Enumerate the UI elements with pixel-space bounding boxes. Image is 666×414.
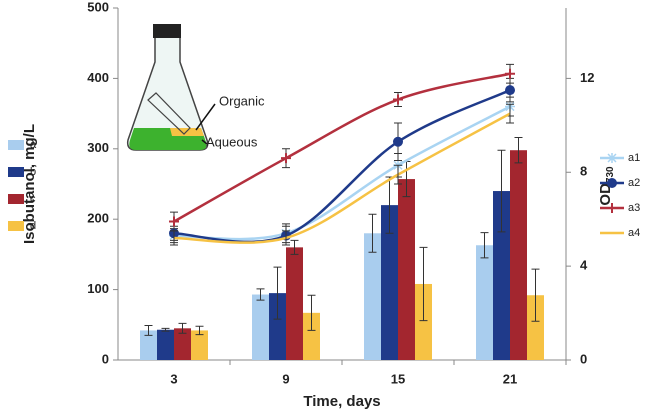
bar — [415, 283, 432, 360]
error-bar — [290, 239, 299, 255]
flask — [126, 24, 216, 151]
error-bar — [195, 325, 204, 336]
x-tick-label: 21 — [503, 371, 517, 386]
error-bar — [144, 325, 153, 336]
bar — [364, 233, 381, 360]
legend-swatch — [8, 221, 24, 231]
annotation: Organic — [219, 93, 265, 108]
bar — [191, 330, 208, 360]
x-tick-label: 3 — [170, 371, 177, 386]
bar — [381, 205, 398, 360]
bar — [269, 293, 286, 360]
y2-axis-title: OD730 — [597, 166, 616, 206]
legend-label: a3 — [628, 202, 640, 214]
error-bar — [273, 266, 282, 320]
legend-swatch — [8, 140, 24, 150]
x-tick-label: 9 — [282, 371, 289, 386]
error-bar — [531, 268, 540, 322]
y2-tick-label: 4 — [580, 258, 588, 273]
legend-label: b — [30, 166, 36, 178]
marker — [393, 94, 403, 105]
legend-label: a — [30, 139, 37, 151]
y-axis-title: Isobutanol, mg/L — [21, 124, 38, 244]
y2-title-main: OD — [597, 183, 614, 206]
error-bar — [480, 232, 489, 259]
marker — [505, 68, 515, 79]
legend-label: c — [30, 193, 36, 205]
y-tick-label: 200 — [87, 211, 109, 226]
y2-title-sub: 730 — [605, 166, 616, 183]
error-bar — [307, 294, 316, 331]
error-bar — [419, 246, 428, 322]
line — [173, 105, 511, 241]
y2-tick-label: 12 — [580, 70, 594, 85]
error-bar — [178, 322, 187, 334]
x-axis-title: Time, days — [303, 393, 380, 410]
annotation: Aqueous — [206, 134, 258, 149]
marker — [393, 136, 403, 147]
line — [173, 112, 511, 244]
error-bar — [506, 103, 514, 124]
bar — [252, 294, 269, 360]
legend-swatch — [8, 167, 24, 177]
error-bar — [368, 213, 377, 253]
bar — [286, 247, 303, 360]
bar — [510, 150, 527, 360]
bar — [303, 312, 320, 360]
error-bar — [394, 164, 402, 185]
marker — [607, 178, 617, 188]
y-tick-label: 500 — [87, 0, 109, 14]
x-tick-label: 15 — [391, 371, 405, 386]
marker — [169, 216, 179, 227]
bar — [157, 329, 174, 360]
y-tick-label: 100 — [87, 281, 109, 296]
bar — [493, 191, 510, 360]
marker — [281, 153, 291, 164]
y-tick-label: 300 — [87, 140, 109, 155]
y-tick-label: 0 — [102, 351, 109, 366]
line — [173, 88, 511, 244]
bar — [527, 295, 544, 360]
line — [173, 72, 511, 223]
legend-label: a2 — [628, 177, 640, 189]
y2-tick-label: 0 — [580, 351, 587, 366]
error-bar — [161, 327, 170, 332]
legend-swatch — [8, 194, 24, 204]
error-bar — [497, 149, 506, 233]
error-bar — [256, 288, 265, 301]
bar — [174, 328, 191, 360]
legend-label: a1 — [628, 152, 640, 164]
bar — [398, 179, 415, 360]
y-tick-label: 400 — [87, 70, 109, 85]
error-bar — [282, 230, 290, 246]
marker — [607, 203, 617, 213]
bar — [140, 330, 157, 360]
error-bar — [514, 137, 523, 164]
legend-label: d — [30, 220, 36, 232]
marker — [505, 85, 515, 96]
error-bar — [170, 230, 178, 246]
y2-tick-label: 8 — [580, 164, 587, 179]
legend-label: a4 — [628, 227, 640, 239]
marker — [607, 153, 617, 163]
bar — [476, 245, 493, 360]
